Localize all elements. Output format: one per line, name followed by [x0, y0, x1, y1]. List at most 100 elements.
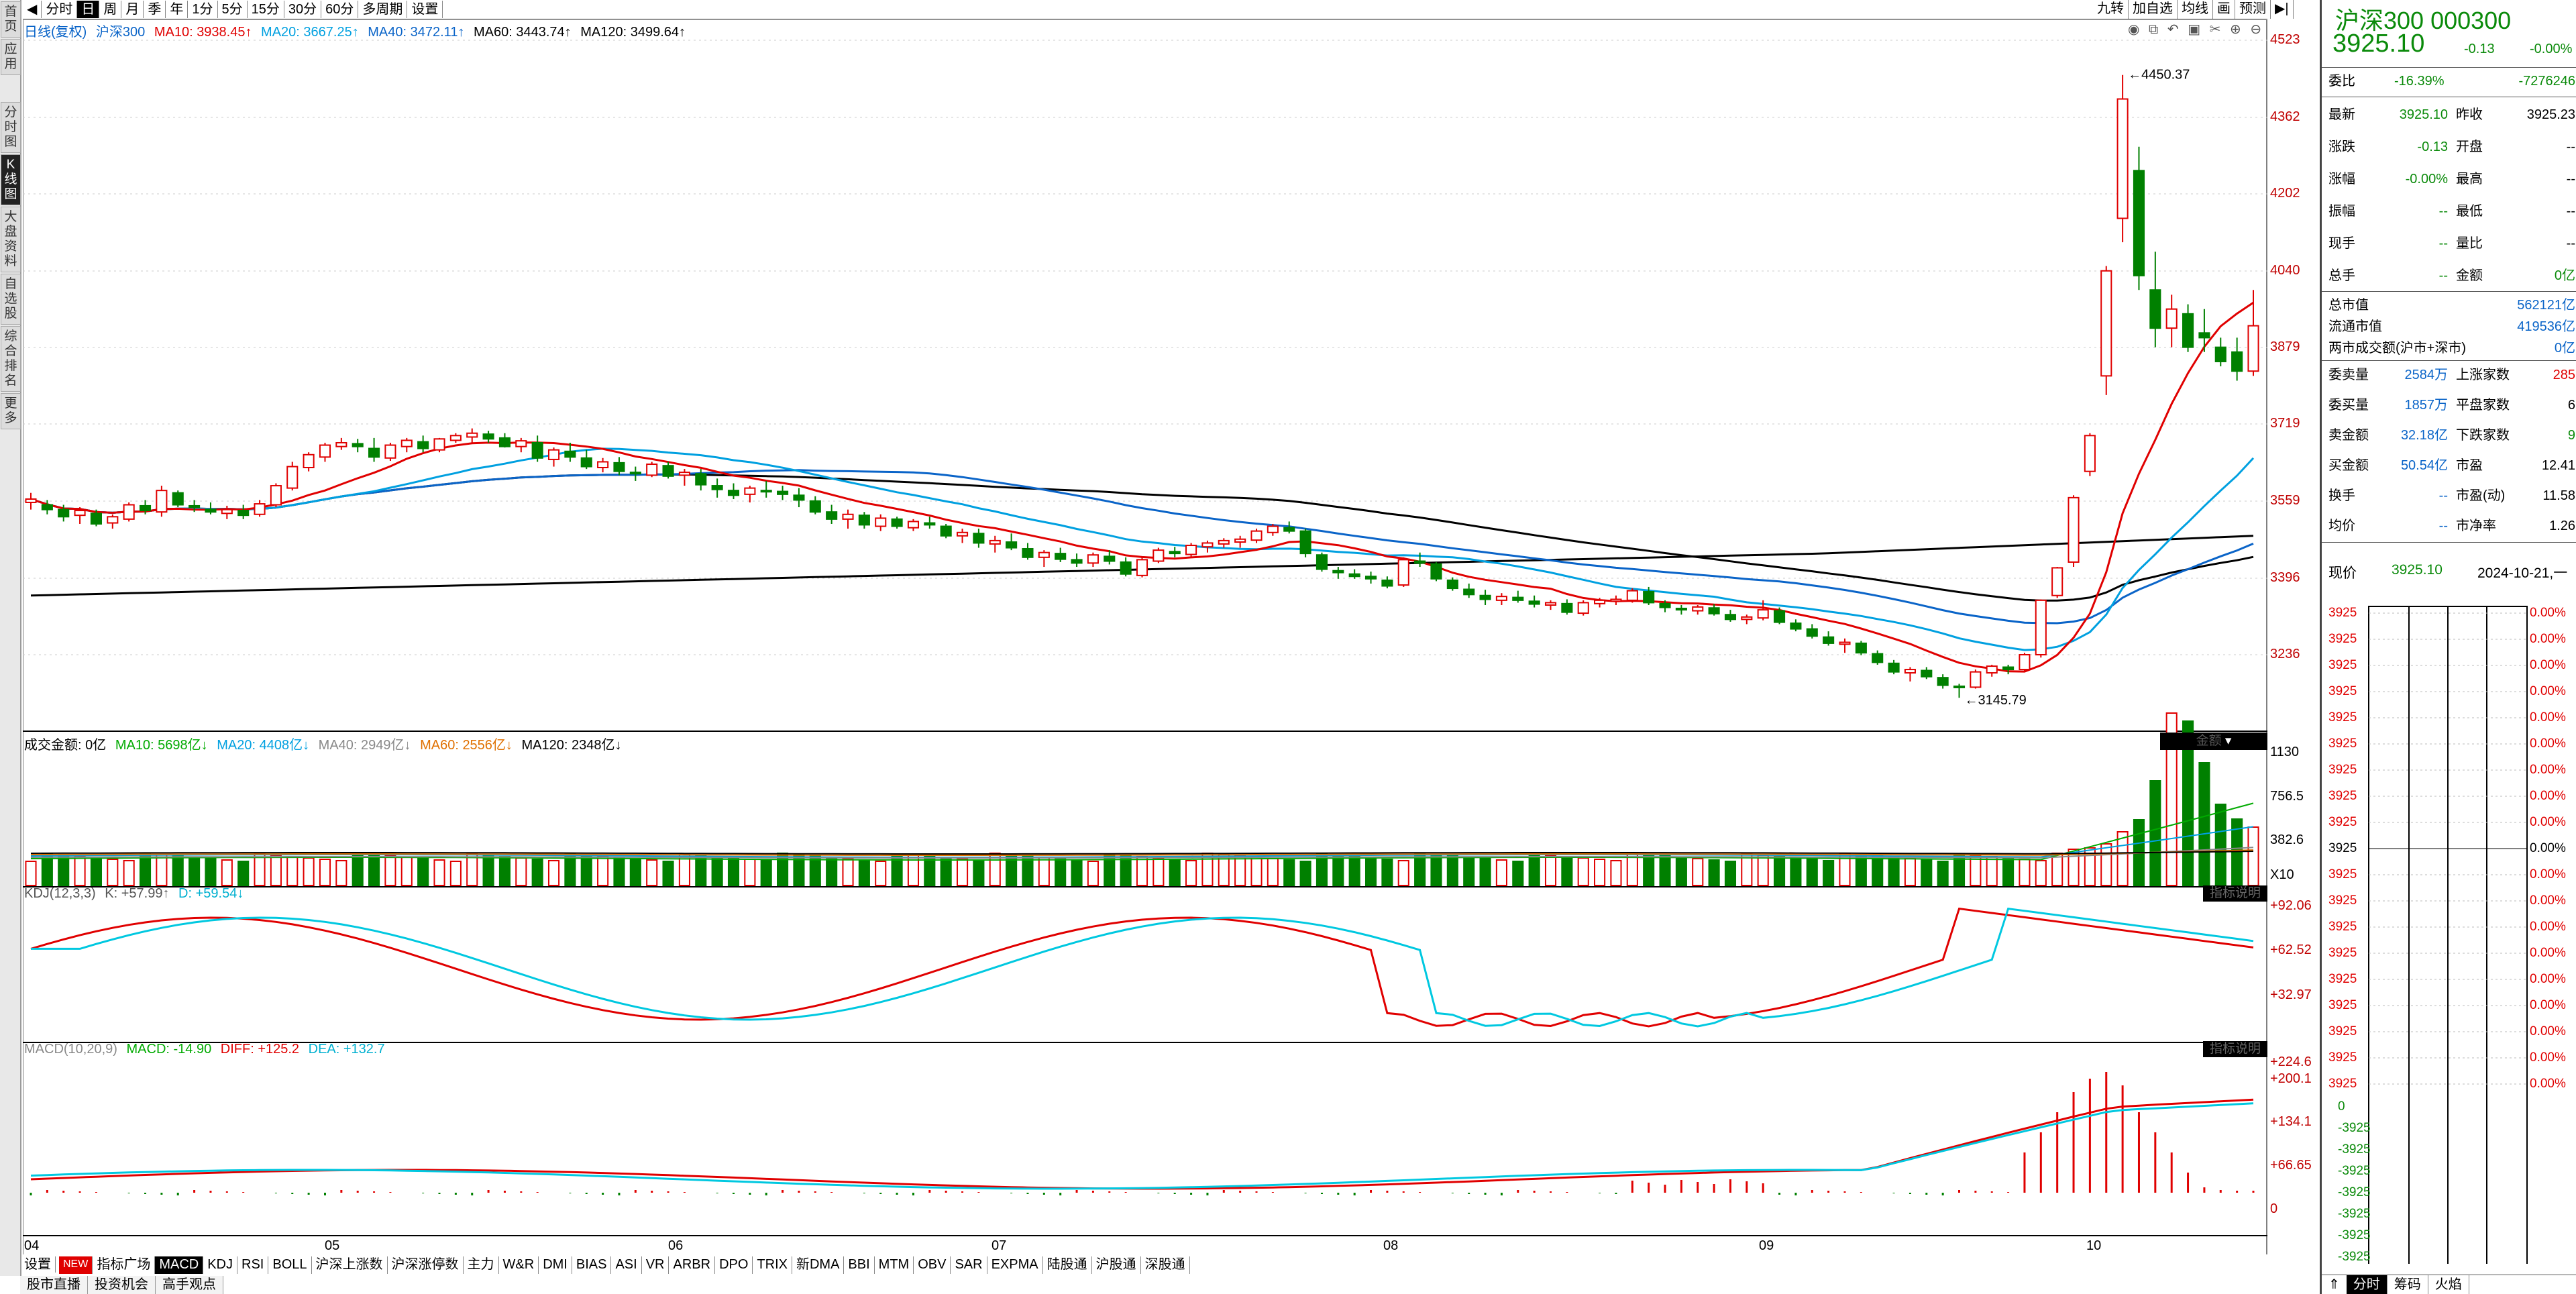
indicator-tab[interactable]: SAR: [951, 1256, 987, 1274]
volume-bar: [335, 860, 347, 886]
tab-draw[interactable]: 画: [2213, 0, 2235, 19]
volume-bar: [2247, 826, 2259, 886]
strip-experts[interactable]: 高手观点: [156, 1276, 223, 1294]
indicator-tab[interactable]: 沪深上涨数: [312, 1256, 388, 1274]
indicator-tab[interactable]: ARBR: [669, 1256, 716, 1274]
tab-more[interactable]: 更多: [1, 393, 21, 429]
volume-bar: [2035, 860, 2047, 886]
tool-icon[interactable]: ✂: [2209, 22, 2221, 37]
indicator-tab[interactable]: OBV: [914, 1256, 951, 1274]
weibi-label: 委比: [2328, 74, 2355, 89]
indicator-tab[interactable]: ASI: [611, 1256, 642, 1274]
indicator-tab[interactable]: DPO: [715, 1256, 753, 1274]
lock-icon[interactable]: ▣: [2188, 22, 2201, 37]
stat-v2: 9: [2567, 428, 2575, 443]
tab-watchlist[interactable]: 自选股: [1, 274, 21, 325]
indicator-tab[interactable]: BIAS: [572, 1256, 612, 1274]
indicator-tab[interactable]: MACD: [155, 1256, 204, 1274]
indicator-tab[interactable]: VR: [642, 1256, 669, 1274]
tab-kline[interactable]: K线图: [1, 154, 21, 205]
tab-period-60min[interactable]: 60分: [321, 1, 359, 18]
indicator-tab[interactable]: EXPMA: [987, 1256, 1043, 1274]
tab-ranking[interactable]: 综合排名: [1, 326, 21, 392]
tab-rp-intraday[interactable]: 分时: [2346, 1275, 2387, 1294]
tab-intraday[interactable]: 分时图: [1, 102, 21, 153]
candle: [1479, 594, 1491, 600]
volume-bar: [368, 854, 380, 886]
expand-icon[interactable]: ▶|: [2271, 0, 2294, 19]
tab-nine-turn[interactable]: 九转: [2093, 0, 2129, 19]
macd-legend: MACD(10,20,9) MACD: -14.90 DIFF: +125.2 …: [24, 1042, 390, 1057]
candle: [1872, 653, 1884, 663]
candle: [2182, 313, 2194, 348]
tab-forecast[interactable]: 预测: [2235, 0, 2271, 19]
indicator-tab[interactable]: 陆股通: [1043, 1256, 1092, 1274]
indicator-tab[interactable]: 指标广场: [93, 1256, 156, 1274]
tab-period-multi[interactable]: 多周期: [358, 1, 408, 18]
tab-period-day[interactable]: 日: [77, 1, 100, 18]
tab-period-5min[interactable]: 5分: [218, 1, 248, 18]
candle: [1152, 549, 1165, 562]
tab-period-year[interactable]: 年: [166, 1, 189, 18]
stat-v: --: [2438, 519, 2448, 533]
tab-period-intraday[interactable]: 分时: [42, 1, 78, 18]
legend-ma20: MA20: 3667.25↑: [261, 25, 359, 40]
tab-home[interactable]: 首页: [1, 1, 21, 38]
indicator-tab[interactable]: MTM: [875, 1256, 914, 1274]
quote-k: 涨跌: [2328, 140, 2355, 154]
divider: [2322, 360, 2576, 361]
kline-chart[interactable]: ←4450.37 ←3145.79: [23, 20, 2267, 1254]
price-axis-label: 4362: [2270, 109, 2300, 124]
tab-period-settings[interactable]: 设置: [407, 1, 443, 18]
price-axis-label: 3719: [2270, 416, 2300, 431]
kdj-badge[interactable]: 指标说明: [2203, 885, 2267, 902]
zoom-out-icon[interactable]: ⊖: [2250, 22, 2262, 37]
indicator-tab[interactable]: BBI: [844, 1256, 875, 1274]
volume-bar: [1348, 856, 1360, 886]
tab-add-watch[interactable]: 加自选: [2129, 0, 2178, 19]
volume-bar: [254, 853, 266, 886]
tab-market-info[interactable]: 大盘资料: [1, 207, 21, 272]
tab-period-1min[interactable]: 1分: [188, 1, 218, 18]
tab-rp-chips[interactable]: 筹码: [2387, 1275, 2428, 1294]
layers-icon[interactable]: ⧉: [2149, 22, 2159, 37]
candle: [400, 439, 413, 447]
tab-period-month[interactable]: 月: [121, 1, 144, 18]
undo-icon[interactable]: ↶: [2167, 22, 2179, 37]
indicator-tab[interactable]: 沪深涨停数: [388, 1256, 464, 1274]
indicator-tab[interactable]: KDJ: [203, 1256, 238, 1274]
tab-period-week[interactable]: 周: [99, 1, 122, 18]
strip-live[interactable]: 股市直播: [20, 1276, 88, 1294]
indicator-tab[interactable]: W&R: [499, 1256, 539, 1274]
indicator-tab[interactable]: 新DMA: [792, 1256, 845, 1274]
volume-ma10: MA10: 5698亿↓: [115, 738, 208, 753]
tab-period-30min[interactable]: 30分: [284, 1, 322, 18]
settings-button[interactable]: 设置: [20, 1256, 56, 1273]
candle: [2035, 599, 2047, 656]
indicator-tab[interactable]: 沪股通: [1092, 1256, 1141, 1274]
eye-icon[interactable]: ◉: [2128, 22, 2140, 37]
tab-period-quarter[interactable]: 季: [144, 1, 166, 18]
mini-price-label: 3925: [2328, 867, 2357, 881]
volume-badge[interactable]: 金额 ▾: [2160, 733, 2267, 750]
indicator-tab[interactable]: DMI: [539, 1256, 572, 1274]
tab-ma[interactable]: 均线: [2178, 0, 2213, 19]
prev-icon[interactable]: ◀: [23, 1, 42, 18]
tab-rp-flame[interactable]: 火焰: [2428, 1275, 2469, 1294]
indicator-tab[interactable]: RSI: [237, 1256, 269, 1274]
tab-period-15min[interactable]: 15分: [248, 1, 284, 18]
tab-apps[interactable]: 应用: [1, 39, 21, 75]
strip-opportunity[interactable]: 投资机会: [88, 1276, 156, 1294]
indicator-tab[interactable]: 主力: [464, 1256, 499, 1274]
arrow-up-icon[interactable]: ⇑: [2328, 1277, 2340, 1292]
volume-bar: [809, 855, 821, 886]
mini-bottom-label: -3925: [2338, 1142, 2371, 1156]
quote-v2: --: [2566, 236, 2575, 251]
indicator-tab[interactable]: 深股通: [1141, 1256, 1190, 1274]
indicator-tab[interactable]: NEW: [59, 1256, 93, 1274]
indicator-tab[interactable]: BOLL: [268, 1256, 312, 1274]
macd-badge[interactable]: 指标说明: [2203, 1041, 2267, 1057]
indicator-tab[interactable]: TRIX: [753, 1256, 792, 1274]
zoom-in-icon[interactable]: ⊕: [2229, 22, 2241, 37]
kdj-d-line: [31, 907, 2254, 1028]
